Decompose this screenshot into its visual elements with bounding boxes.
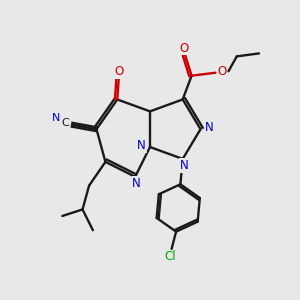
Text: N: N [180,159,189,172]
Text: N: N [132,177,141,190]
Text: Cl: Cl [164,250,176,263]
Text: N: N [137,139,146,152]
Text: O: O [114,65,123,78]
Text: O: O [217,65,226,78]
Text: C: C [62,118,70,128]
Text: N: N [52,113,60,123]
Text: O: O [179,42,188,55]
Text: N: N [205,121,213,134]
